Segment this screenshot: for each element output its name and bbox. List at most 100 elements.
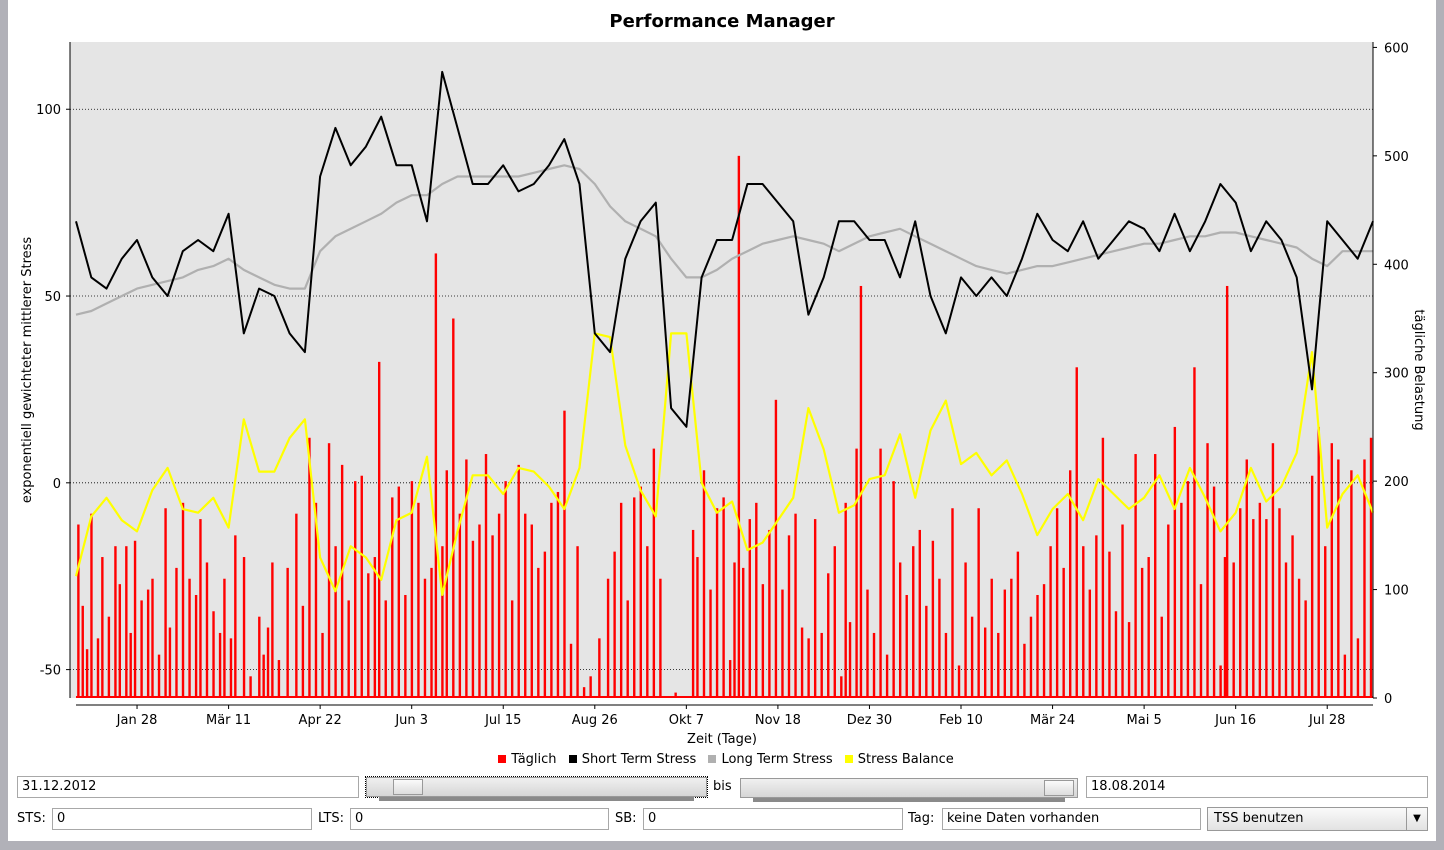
- bar-daily: [569, 643, 573, 698]
- bar-daily: [715, 508, 719, 698]
- x-tick-label: Mär 11: [206, 713, 251, 728]
- bar-daily: [728, 660, 732, 698]
- bar-daily: [1223, 557, 1227, 698]
- bar-daily: [85, 649, 89, 698]
- bar-daily: [848, 622, 852, 698]
- to-date-slider[interactable]: [740, 778, 1078, 802]
- bar-daily: [249, 676, 252, 698]
- bar-daily: [898, 562, 902, 698]
- sb-field[interactable]: 0: [643, 808, 903, 830]
- bar-daily: [691, 529, 695, 698]
- bar-daily: [866, 589, 869, 698]
- bar-daily: [1284, 562, 1288, 698]
- bar-daily: [354, 481, 357, 698]
- bar-daily: [925, 605, 928, 698]
- performance-chart: Performance Manager -50 0 50 100 0 100 200 300 4…: [20, 11, 1426, 747]
- from-slider-thumb[interactable]: [393, 779, 423, 795]
- chart-legend: Täglich Short Term Stress Long Term Stre…: [0, 752, 1444, 767]
- bar-daily: [1225, 285, 1229, 698]
- legend-daily: Täglich: [511, 752, 557, 767]
- bar-daily: [970, 616, 974, 698]
- bar-daily: [1317, 426, 1320, 698]
- sts-field[interactable]: 0: [52, 808, 312, 830]
- y2-tick-label: 100: [1384, 584, 1409, 599]
- bar-daily: [347, 600, 350, 698]
- bar-daily: [1147, 557, 1150, 698]
- from-date-slider[interactable]: [365, 776, 708, 801]
- to-date-input[interactable]: 18.08.2014: [1086, 776, 1428, 798]
- bar-daily: [1186, 481, 1190, 698]
- legend-lts: Long Term Stress: [721, 752, 833, 767]
- bar-daily: [833, 546, 836, 698]
- bar-daily: [1101, 437, 1105, 698]
- bar-daily: [885, 654, 889, 698]
- bar-daily: [491, 535, 494, 698]
- bar-daily: [659, 578, 662, 698]
- bar-daily: [484, 454, 488, 698]
- x-tick-label: Mai 5: [1127, 713, 1162, 728]
- to-slider-thumb[interactable]: [1044, 780, 1074, 796]
- bar-daily: [81, 605, 84, 698]
- bar-daily: [589, 676, 592, 698]
- bar-daily: [1140, 567, 1144, 698]
- bar-daily: [1199, 584, 1203, 698]
- x-tick-label: Jun 16: [1214, 713, 1256, 728]
- right-axis-label: tägliche Belastung: [1411, 309, 1426, 430]
- y-tick-label: -50: [40, 664, 61, 679]
- day-field[interactable]: keine Daten vorhanden: [942, 808, 1201, 830]
- bar-daily: [576, 546, 579, 698]
- bar-daily: [286, 567, 289, 698]
- bar-daily: [434, 253, 438, 698]
- bar-daily: [340, 464, 344, 698]
- bar-daily: [1343, 654, 1347, 698]
- daily-bars: [76, 155, 1373, 698]
- bar-daily: [1310, 475, 1314, 698]
- bar-daily: [1042, 584, 1046, 698]
- bar-daily: [1206, 443, 1209, 698]
- bar-daily: [1023, 643, 1026, 698]
- bar-daily: [510, 600, 514, 698]
- bar-daily: [308, 437, 311, 698]
- legend-swatch-sb: [844, 755, 853, 763]
- bar-daily: [1271, 443, 1275, 698]
- line-stress-balance: [74, 332, 1375, 597]
- bar-daily: [465, 459, 468, 698]
- x-tick-label: Jul 28: [1308, 713, 1345, 728]
- bar-daily: [556, 491, 560, 698]
- mode-select[interactable]: TSS benutzen ▼: [1207, 807, 1428, 831]
- bar-daily: [761, 584, 765, 698]
- bar-daily: [218, 632, 222, 698]
- bar-daily: [931, 540, 935, 698]
- chevron-down-icon[interactable]: ▼: [1406, 808, 1427, 830]
- bar-daily: [918, 529, 921, 698]
- bar-daily: [709, 589, 712, 698]
- bar-daily: [606, 578, 610, 698]
- bar-daily: [1134, 454, 1137, 698]
- bar-daily: [1278, 508, 1281, 698]
- from-date-input[interactable]: 31.12.2012: [17, 776, 359, 798]
- x-tick-label: Nov 18: [755, 713, 801, 728]
- bar-daily: [1219, 665, 1222, 698]
- bar-daily: [872, 632, 876, 698]
- bar-daily: [125, 546, 128, 698]
- bar-daily: [1036, 594, 1039, 698]
- bar-daily: [879, 448, 882, 698]
- legend-sb: Stress Balance: [857, 752, 954, 767]
- bar-daily: [1095, 535, 1098, 698]
- bar-daily: [742, 567, 745, 698]
- bar-daily: [646, 546, 649, 698]
- bar-daily: [234, 535, 237, 698]
- lts-field[interactable]: 0: [350, 808, 609, 830]
- y2-tick-label: 600: [1384, 41, 1409, 56]
- bar-daily: [702, 470, 706, 698]
- bar-daily: [983, 627, 987, 698]
- bar-daily: [441, 546, 444, 698]
- bar-daily: [807, 638, 810, 698]
- x-tick-label: Mär 24: [1030, 713, 1075, 728]
- line-long-term-stress: [75, 164, 1373, 316]
- bar-daily: [905, 594, 908, 698]
- x-tick-label: Jan 28: [116, 713, 158, 728]
- bar-daily: [77, 524, 80, 698]
- bar-daily: [1337, 459, 1340, 698]
- bar-daily: [1108, 551, 1111, 698]
